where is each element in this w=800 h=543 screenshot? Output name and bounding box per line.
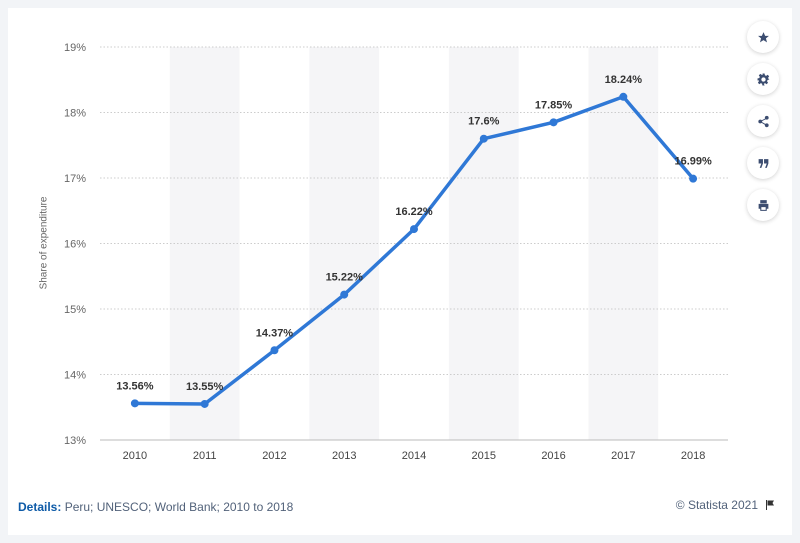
x-tick-label: 2012 bbox=[262, 450, 286, 462]
x-tick-label: 2018 bbox=[681, 450, 705, 462]
statista-credit[interactable]: © Statista 2021 bbox=[675, 498, 758, 512]
y-tick-label: 13% bbox=[64, 435, 86, 447]
favorite-button[interactable] bbox=[747, 21, 779, 53]
data-label: 15.22% bbox=[326, 272, 364, 284]
data-point bbox=[410, 225, 418, 234]
data-point bbox=[340, 290, 349, 299]
details-label: Details: bbox=[18, 500, 62, 514]
share-icon bbox=[757, 115, 769, 127]
data-point bbox=[619, 92, 628, 101]
chart-toolbar bbox=[747, 21, 779, 231]
gear-icon bbox=[757, 73, 769, 85]
details-text[interactable]: Peru; UNESCO; World Bank; 2010 to 2018 bbox=[64, 500, 294, 514]
credit-footer: © Statista 2021 bbox=[676, 498, 776, 512]
x-tick-label: 2014 bbox=[402, 450, 426, 462]
data-label: 13.56% bbox=[116, 380, 154, 392]
star-icon bbox=[757, 31, 769, 42]
column-band bbox=[309, 47, 380, 440]
data-point bbox=[689, 174, 698, 183]
data-label: 18.24% bbox=[605, 74, 643, 86]
settings-button[interactable] bbox=[747, 63, 779, 95]
data-point bbox=[479, 134, 488, 143]
x-tick-label: 2017 bbox=[611, 450, 635, 462]
data-label: 14.37% bbox=[256, 327, 294, 339]
data-label: 17.85% bbox=[535, 99, 573, 111]
data-point bbox=[270, 346, 279, 355]
data-label: 17.6% bbox=[468, 116, 499, 128]
print-button[interactable] bbox=[747, 189, 779, 221]
data-point bbox=[200, 399, 209, 408]
data-point bbox=[549, 118, 558, 127]
data-label: 13.55% bbox=[186, 381, 224, 393]
chart-card bbox=[8, 8, 792, 535]
y-tick-label: 17% bbox=[64, 173, 86, 185]
data-point bbox=[130, 399, 139, 408]
x-tick-label: 2016 bbox=[541, 450, 565, 462]
cite-button[interactable] bbox=[747, 147, 779, 179]
x-tick-label: 2010 bbox=[123, 450, 147, 462]
column-band bbox=[448, 47, 519, 440]
x-tick-label: 2011 bbox=[193, 450, 217, 462]
x-tick-label: 2013 bbox=[332, 450, 356, 462]
y-tick-label: 18% bbox=[64, 108, 86, 120]
flag-icon[interactable] bbox=[764, 499, 776, 511]
quote-icon bbox=[758, 158, 768, 168]
y-tick-label: 16% bbox=[64, 239, 86, 251]
print-icon bbox=[758, 199, 768, 211]
y-tick-label: 15% bbox=[64, 304, 86, 316]
y-axis-label: Share of expenditure bbox=[38, 196, 50, 290]
y-tick-label: 19% bbox=[64, 42, 86, 54]
share-button[interactable] bbox=[747, 105, 779, 137]
x-tick-label: 2015 bbox=[472, 450, 496, 462]
data-label: 16.22% bbox=[395, 206, 433, 218]
data-label: 16.99% bbox=[674, 156, 712, 168]
y-tick-label: 14% bbox=[64, 370, 86, 382]
details-footer: Details: Peru; UNESCO; World Bank; 2010 … bbox=[18, 500, 293, 514]
